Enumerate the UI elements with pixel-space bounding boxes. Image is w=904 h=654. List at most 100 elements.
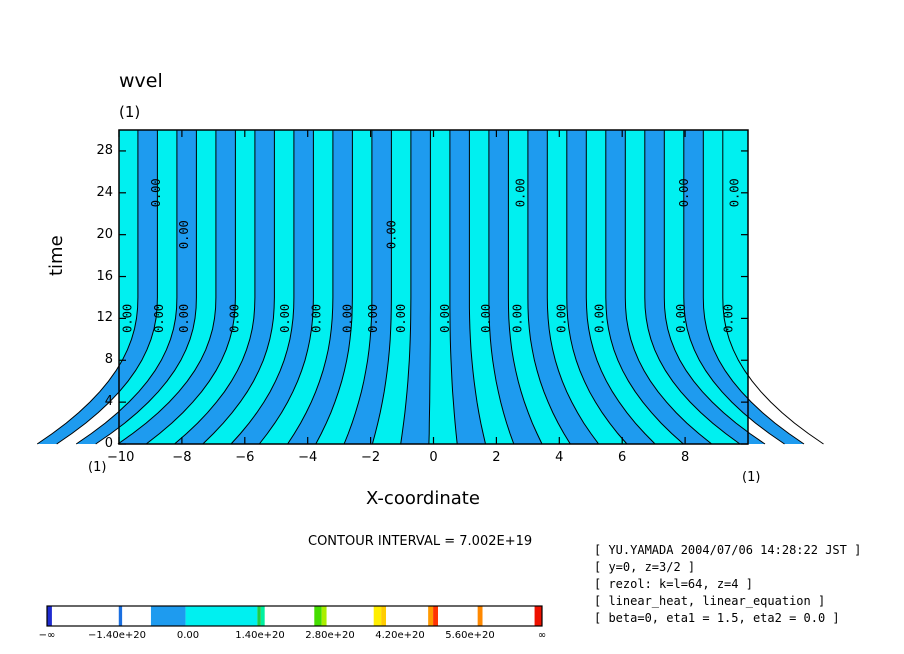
contour-line [566,130,628,445]
colorbar-segment [438,606,478,626]
x-tick-label: −2 [361,450,381,465]
contour-line [449,130,458,445]
contour-label: 0.00 [511,304,525,333]
contour-line [702,130,805,445]
x-tick-label: 0 [429,450,438,465]
colorbar-segment [185,606,258,626]
contour-line [683,130,785,445]
chart-title: wvel [119,70,163,92]
contour-line [75,130,178,445]
contour-line [527,130,571,445]
contour-band [400,130,431,444]
x-tick-label: −6 [235,450,255,465]
colorbar-segment [264,606,315,626]
contour-band [76,130,197,444]
contour-label: 0.00 [721,304,735,333]
contour-line [488,130,515,445]
contour-band [231,130,314,444]
contour-band [488,130,542,444]
contour-band [605,130,712,444]
colorbar-segment [477,606,483,626]
info-line: [ YU.YAMADA 2004/07/06 14:28:22 JST ] [594,543,862,557]
colorbar-segment [534,606,542,626]
y-tick-label: 4 [104,394,113,410]
colorbar-segment [314,606,322,626]
contour-line [315,130,353,445]
colorbar-segment [433,606,439,626]
contour-label: 0.00 [278,304,292,333]
colorbar [46,605,543,627]
contour-line [605,130,684,445]
colorbar-label: ∞ [537,630,547,641]
colorbar-frame [46,605,543,627]
info-panel: [ YU.YAMADA 2004/07/06 14:28:22 JST ] [ … [594,542,861,627]
contour-label: 0.00 [177,304,191,333]
colorbar-label: 1.40e+20 [235,630,285,641]
x-axis-label: X-coordinate [366,488,480,509]
contour-line [258,130,314,445]
contour-label: 0.00 [366,304,380,333]
contour-band [117,130,236,444]
x-tick-label: 6 [618,450,627,465]
colorbar-label: 0.00 [176,630,200,641]
colorbar-segment [386,606,429,626]
contour-label: 0.00 [228,304,242,333]
contour-line [230,130,295,445]
colorbar-label: 2.80e+20 [305,630,355,641]
y-tick-label: 12 [96,310,113,326]
colorbar-segment [373,606,382,626]
colorbar-segment [428,606,434,626]
x-units-left: (1) [88,460,107,475]
contour-line [546,130,600,445]
x-tick-label: −10 [107,450,135,465]
contour-label: 0.00 [385,220,399,249]
contour-label: 0.00 [152,304,166,333]
title-units: (1) [119,103,141,121]
info-line: [ rezol: k=l=64, z=4 ] [594,577,753,591]
contour-label: 0.00 [728,178,742,207]
contour-line [371,130,392,445]
contour-line [400,130,412,445]
colorbar-label: −1.40e+20 [88,630,146,641]
contour-line [624,130,713,445]
contour-band [174,130,275,444]
contour-label: 0.00 [592,304,606,333]
contour-line [507,130,543,445]
colorbar-segment [257,606,261,626]
y-tick-label: 16 [96,268,113,284]
contour-label: 0.00 [149,178,163,207]
contour-lines [36,130,824,445]
contour-label: 0.00 [438,304,452,333]
contour-band [287,130,353,444]
contour-interval: CONTOUR INTERVAL = 7.002E+19 [308,534,533,549]
colorbar-segment [122,606,151,626]
contour-line [428,130,431,445]
contour-label: 0.00 [309,304,323,333]
info-line: [ y=0, z=3/2 ] [594,560,696,574]
colorbar-segment [51,606,119,626]
contour-line [343,130,373,445]
contour-line [287,130,334,445]
colorbar-segment [321,606,327,626]
x-tick-label: −8 [172,450,192,465]
contour-label: 0.00 [177,220,191,249]
colorbar-segment [482,606,535,626]
x-tick-label: 8 [680,450,690,465]
contour-label: 0.00 [341,304,355,333]
colorbar-label: 4.20e+20 [375,630,425,641]
contour-label: 0.00 [674,304,688,333]
contour-band [644,130,765,444]
colorbar-segment [260,606,265,626]
colorbar-segment [150,606,186,626]
contour-line [95,130,197,445]
y-tick-label: 28 [96,142,113,158]
contour-line [145,130,236,445]
y-tick-label: 8 [104,352,113,368]
contour-band [449,130,486,444]
axis-ticks [118,130,748,445]
contour-label: 0.00 [677,178,691,207]
x-tick-label: −4 [298,450,318,465]
x-units-right: (1) [742,470,761,485]
contour-band [344,130,392,444]
